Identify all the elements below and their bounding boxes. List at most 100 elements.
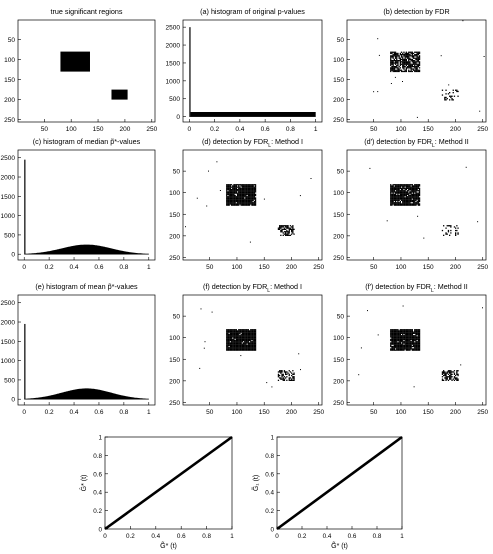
detected-pixel [236, 190, 239, 192]
detected-pixel [248, 337, 251, 339]
detected-pixel [456, 371, 458, 373]
detected-pixel [417, 52, 419, 55]
detected-pixel [227, 335, 229, 337]
detected-pixel [410, 345, 412, 348]
detected-pixel [226, 192, 228, 194]
detected-pixel [242, 332, 245, 334]
detected-pixel [227, 199, 229, 201]
detected-pixel [456, 372, 458, 374]
detected-pixel [234, 203, 236, 205]
detected-pixel [412, 68, 415, 70]
detected-pixel [392, 186, 394, 188]
detected-pixel [416, 193, 418, 195]
detected-pixel [405, 58, 407, 61]
detected-pixel [418, 190, 421, 192]
detected-pixel [245, 204, 247, 206]
detected-pixel [398, 341, 400, 343]
detected-pixel [400, 192, 403, 194]
detected-pixel [228, 187, 230, 189]
detected-pixel [228, 203, 230, 205]
detected-pixel [246, 348, 248, 350]
detected-pixel [251, 341, 253, 343]
detected-pixel [253, 204, 255, 206]
detected-pixel [253, 192, 255, 194]
detected-pixel [394, 192, 397, 194]
detected-pixel [397, 349, 399, 351]
panel-title-sub: L [267, 288, 270, 294]
detected-pixel [404, 338, 406, 340]
detected-pixel [392, 63, 394, 65]
detected-pixel [248, 194, 251, 197]
detected-pixel [449, 92, 451, 94]
detected-pixel [408, 202, 410, 204]
detected-pixel [396, 69, 398, 71]
detected-pixel [397, 335, 399, 337]
detected-pixel [452, 89, 454, 91]
detected-pixel [403, 341, 405, 343]
detected-pixel [251, 329, 253, 331]
detected-pixel [252, 335, 254, 337]
detected-pixel [250, 187, 252, 189]
detected-pixel [443, 370, 445, 372]
detected-pixel [415, 55, 417, 57]
detected-pixel [394, 197, 397, 199]
detected-pixel [410, 194, 412, 197]
detected-pixel [390, 332, 392, 334]
y-tick-label: 150 [169, 357, 180, 364]
detected-pixel [397, 187, 399, 189]
detected-pixel [390, 199, 392, 201]
y-tick-label: 0.8 [265, 453, 274, 460]
detected-pixel [412, 343, 415, 345]
detected-pixel [240, 335, 242, 337]
detected-pixel [397, 52, 399, 55]
detected-pixel [244, 198, 246, 200]
detected-pixel [250, 330, 252, 332]
detected-pixel [247, 199, 249, 201]
detected-pixel [282, 225, 284, 227]
detected-pixel [408, 344, 410, 346]
detected-pixel [251, 343, 253, 345]
detected-pixel [247, 341, 249, 343]
detected-pixel [415, 341, 417, 343]
detected-pixel [245, 199, 247, 201]
detected-pixel [250, 192, 252, 194]
detected-pixel [415, 193, 417, 195]
detected-pixel [404, 63, 406, 65]
detected-pixel [232, 335, 234, 337]
detected-pixel [252, 337, 254, 339]
detected-pixel [403, 194, 405, 197]
detected-pixel [250, 332, 252, 334]
detected-pixel [393, 194, 395, 197]
detected-pixel [391, 63, 393, 65]
detected-pixel [444, 373, 446, 375]
detected-pixel [414, 70, 416, 73]
detected-pixel [392, 57, 394, 59]
detected-pixel [404, 192, 406, 194]
detected-pixel [452, 371, 454, 373]
detected-pixel [402, 191, 404, 193]
detected-pixel [402, 332, 404, 334]
detected-pixel [245, 344, 247, 346]
detected-pixel [416, 337, 418, 339]
detected-pixel [409, 338, 411, 340]
detected-pixel [230, 193, 233, 195]
detected-pixel [244, 343, 246, 345]
detected-pixel [244, 193, 246, 195]
detected-pixel [244, 336, 246, 338]
detected-pixel [414, 204, 416, 206]
detected-pixel [412, 56, 415, 58]
detected-pixel [453, 376, 456, 378]
detected-pixel [234, 335, 236, 337]
detected-pixel [235, 347, 237, 349]
detected-pixel [238, 186, 240, 188]
detected-pixel [253, 202, 255, 204]
detected-pixel [242, 329, 245, 331]
x-tick-label: 0.4 [70, 264, 79, 271]
detected-pixel [393, 197, 395, 199]
detected-pixel [414, 51, 416, 53]
detected-pixel [251, 193, 253, 195]
detected-pixel [418, 333, 421, 336]
detected-pixel [282, 234, 284, 236]
detected-pixel [235, 331, 237, 333]
